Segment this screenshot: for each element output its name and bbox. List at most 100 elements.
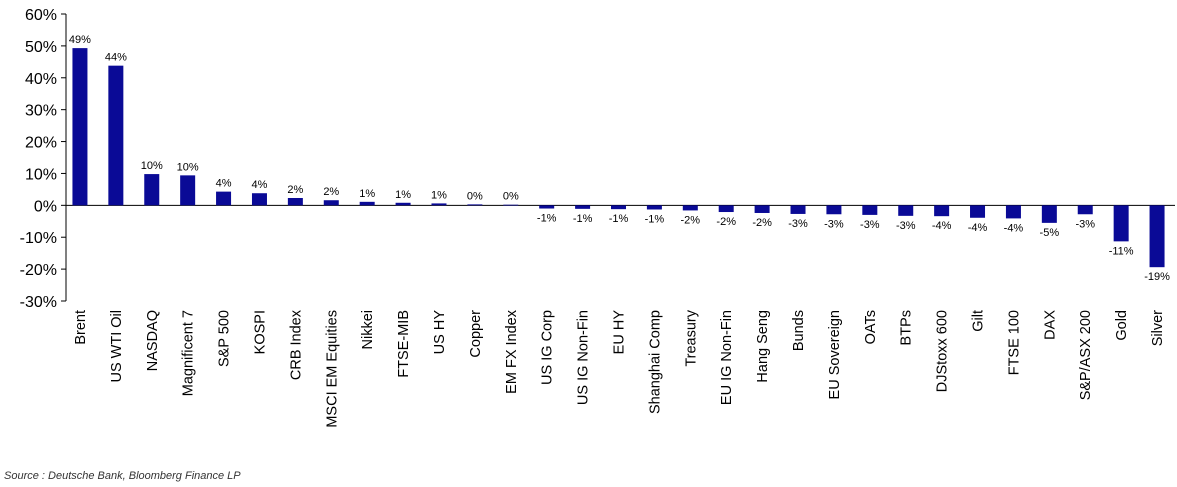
bar-12 — [467, 204, 483, 206]
bar-26 — [970, 205, 986, 218]
category-label-7: CRB Index — [288, 309, 304, 380]
category-label-6: KOSPI — [252, 310, 268, 354]
bar-24 — [898, 205, 914, 216]
data-label-21: -3% — [788, 218, 808, 230]
category-label-10: FTSE-MIB — [396, 310, 412, 378]
category-label-19: EU IG Non-Fin — [719, 310, 735, 405]
data-label-14: -1% — [537, 213, 557, 225]
data-label-1: 49% — [69, 34, 91, 46]
data-label-15: -1% — [573, 213, 593, 225]
data-label-18: -2% — [681, 214, 701, 226]
bar-5 — [216, 191, 232, 206]
data-label-17: -1% — [645, 213, 665, 225]
data-label-31: -19% — [1144, 271, 1170, 283]
bar-11 — [431, 203, 447, 206]
data-label-23: -3% — [860, 219, 880, 231]
y-tick-label: 10% — [25, 166, 57, 183]
y-tick-label: 20% — [25, 135, 57, 152]
data-label-9: 1% — [359, 188, 375, 200]
category-label-31: Silver — [1150, 310, 1166, 346]
data-label-20: -2% — [752, 217, 772, 229]
bar-6 — [251, 193, 267, 206]
data-label-19: -2% — [716, 216, 736, 228]
y-tick-label: 50% — [25, 39, 57, 56]
category-label-23: OATs — [863, 310, 879, 344]
category-label-14: US IG Corp — [540, 310, 556, 385]
bar-27 — [1005, 205, 1021, 219]
data-label-7: 2% — [287, 184, 303, 196]
bar-30 — [1113, 205, 1129, 242]
data-label-27: -4% — [1004, 222, 1024, 234]
data-label-28: -5% — [1040, 227, 1060, 239]
data-label-13: 0% — [503, 191, 519, 203]
category-label-8: MSCI EM Equities — [324, 310, 340, 428]
bar-21 — [790, 205, 806, 214]
data-label-30: -11% — [1109, 245, 1134, 257]
category-label-21: Bunds — [791, 310, 807, 351]
data-label-26: -4% — [968, 222, 988, 234]
bar-14 — [539, 205, 555, 209]
category-label-3: NASDAQ — [145, 310, 161, 371]
category-label-28: DAX — [1042, 310, 1058, 340]
category-label-29: S&P/ASX 200 — [1078, 310, 1094, 400]
data-label-22: -3% — [824, 218, 844, 230]
bar-19 — [718, 205, 734, 213]
category-label-5: S&P 500 — [217, 310, 233, 367]
bar-17 — [646, 205, 662, 210]
data-label-12: 0% — [467, 190, 483, 202]
category-label-22: EU Sovereign — [827, 310, 843, 399]
data-label-2: 44% — [105, 52, 127, 64]
bar-7 — [287, 198, 303, 206]
category-label-30: Gold — [1114, 310, 1130, 341]
bar-2 — [108, 65, 124, 206]
data-label-16: -1% — [609, 213, 629, 225]
bar-chart: -30% -20% -10% 0% 10% 20% 30% 40% 50% 60% 49% Brent… — [20, 7, 1175, 428]
category-label-12: Copper — [468, 310, 484, 358]
data-label-25: -4% — [932, 220, 952, 232]
category-label-16: EU HY — [612, 310, 628, 355]
y-tick-label: 60% — [25, 7, 57, 24]
bar-16 — [611, 205, 626, 210]
source-note: Source : Deutsche Bank, Bloomberg Financ… — [4, 470, 241, 482]
data-label-6: 4% — [252, 179, 268, 191]
category-label-15: US IG Non-Fin — [576, 310, 592, 405]
data-label-10: 1% — [395, 189, 411, 201]
bar-15 — [575, 205, 591, 209]
y-tick-label: 0% — [34, 198, 57, 215]
y-tick-label: -20% — [20, 262, 57, 279]
bar-23 — [862, 205, 878, 215]
bar-10 — [395, 202, 411, 206]
y-tick-label: 30% — [25, 103, 57, 120]
category-label-27: FTSE 100 — [1006, 310, 1022, 375]
category-label-17: Shanghai Comp — [647, 310, 663, 414]
bar-1 — [72, 48, 88, 206]
category-label-4: Magnificent 7 — [181, 310, 197, 396]
bar-25 — [934, 205, 950, 217]
y-tick-label: 40% — [25, 71, 57, 88]
bar-20 — [754, 205, 770, 213]
category-label-24: BTPs — [899, 310, 915, 345]
category-label-26: Gilt — [971, 310, 987, 332]
bar-31 — [1149, 205, 1165, 268]
bar-18 — [682, 205, 698, 211]
data-label-4: 10% — [177, 161, 199, 173]
bar-8 — [323, 200, 339, 206]
category-label-13: EM FX Index — [504, 309, 520, 394]
category-label-18: Treasury — [683, 309, 699, 366]
bar-4 — [180, 175, 196, 206]
data-label-8: 2% — [323, 186, 339, 198]
category-label-25: DJStoxx 600 — [935, 310, 951, 392]
category-label-1: Brent — [73, 310, 89, 345]
category-label-2: US WTI Oil — [109, 310, 125, 383]
bar-9 — [359, 201, 375, 206]
category-label-20: Hang Seng — [755, 310, 771, 383]
y-tick-label: -30% — [20, 294, 57, 311]
data-label-3: 10% — [141, 160, 163, 172]
category-label-9: Nikkei — [360, 310, 376, 349]
bar-28 — [1041, 205, 1057, 223]
data-label-11: 1% — [431, 189, 447, 201]
category-label-11: US HY — [432, 310, 448, 355]
data-label-24: -3% — [896, 220, 916, 232]
bar-29 — [1077, 205, 1093, 215]
